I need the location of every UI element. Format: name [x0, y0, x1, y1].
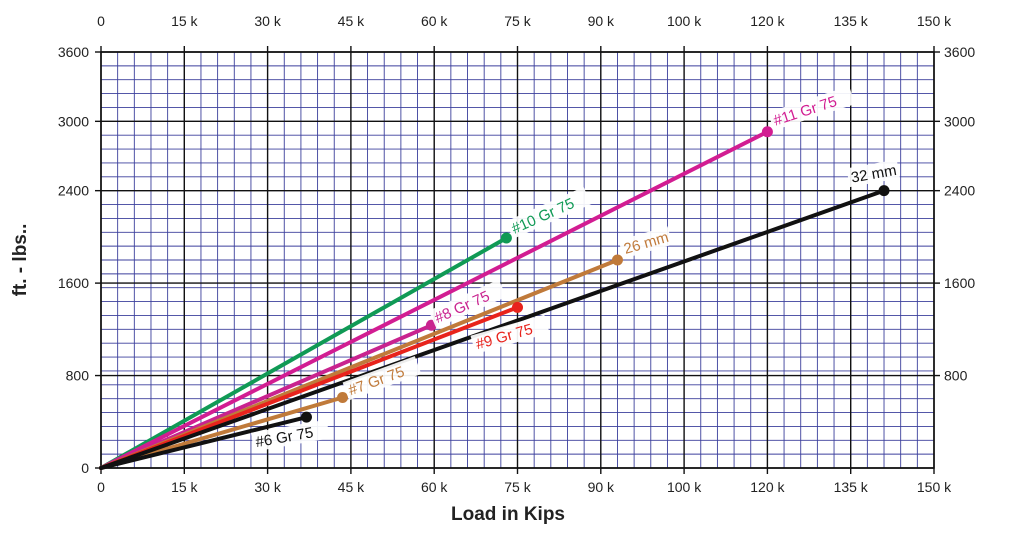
y-tick-label-right: 1600	[944, 275, 975, 291]
series-label-background	[618, 226, 673, 259]
series-label-background	[428, 279, 507, 329]
series-label-background	[342, 356, 422, 401]
series-endpoint-marker	[500, 232, 512, 244]
series-line	[99, 129, 770, 470]
y-tick-label-right: 800	[944, 368, 968, 384]
x-tick-label-bottom: 45 k	[338, 479, 365, 495]
series-label-background	[505, 186, 592, 239]
series-endpoint-marker	[761, 126, 773, 138]
y-tick-label-left: 800	[66, 368, 90, 384]
series-line	[99, 236, 509, 470]
x-tick-label-top: 30 k	[254, 13, 281, 29]
x-tick-label-top: 120 k	[750, 13, 785, 29]
y-axis-title: ft. - lbs..	[10, 224, 31, 297]
x-axis-title: Load in Kips	[451, 504, 565, 525]
x-tick-label-top: 60 k	[421, 13, 448, 29]
series-line	[99, 305, 520, 470]
x-tick-label-bottom: 75 k	[504, 479, 531, 495]
series-line	[99, 415, 309, 470]
series-endpoint-marker	[611, 254, 623, 266]
series-label-background	[470, 314, 550, 355]
y-tick-label-right: 3600	[944, 44, 975, 60]
y-tick-label-left: 0	[81, 460, 89, 476]
x-tick-label-top: 75 k	[504, 13, 531, 29]
grid	[100, 51, 935, 469]
x-tick-label-top: 45 k	[338, 13, 365, 29]
y-tick-label-left: 2400	[58, 183, 89, 199]
y-tick-label-left: 3600	[58, 44, 89, 60]
x-tick-label-top: 150 k	[917, 13, 952, 29]
x-tick-label-bottom: 135 k	[834, 479, 869, 495]
series-label-background	[250, 419, 330, 452]
series-endpoint-marker	[878, 185, 890, 197]
y-tick-label-right: 3000	[944, 113, 975, 129]
x-tick-label-bottom: 120 k	[750, 479, 785, 495]
x-tick-label-top: 90 k	[588, 13, 615, 29]
x-tick-label-bottom: 90 k	[588, 479, 615, 495]
x-tick-label-top: 0	[97, 13, 105, 29]
x-tick-label-top: 15 k	[171, 13, 198, 29]
y-tick-label-left: 1600	[58, 275, 89, 291]
x-tick-label-bottom: 0	[97, 479, 105, 495]
y-tick-label-right: 2400	[944, 183, 975, 199]
series-endpoint-marker	[300, 411, 312, 423]
series-label-background	[767, 86, 856, 131]
x-tick-label-bottom: 60 k	[421, 479, 448, 495]
series-group	[99, 126, 890, 470]
x-tick-label-bottom: 30 k	[254, 479, 281, 495]
series-line	[99, 188, 887, 470]
series-label-group: 32 mm	[846, 159, 900, 188]
series-endpoint-marker	[512, 301, 523, 313]
x-tick-label-top: 100 k	[667, 13, 702, 29]
x-tick-label-top: 135 k	[834, 13, 869, 29]
series-endpoint-marker	[337, 392, 349, 404]
series-label-background	[846, 159, 900, 188]
axes	[95, 46, 940, 474]
x-tick-label-bottom: 150 k	[917, 479, 952, 495]
x-tick-label-bottom: 100 k	[667, 479, 702, 495]
x-tick-label-bottom: 15 k	[171, 479, 198, 495]
y-tick-label-left: 3000	[58, 113, 89, 129]
